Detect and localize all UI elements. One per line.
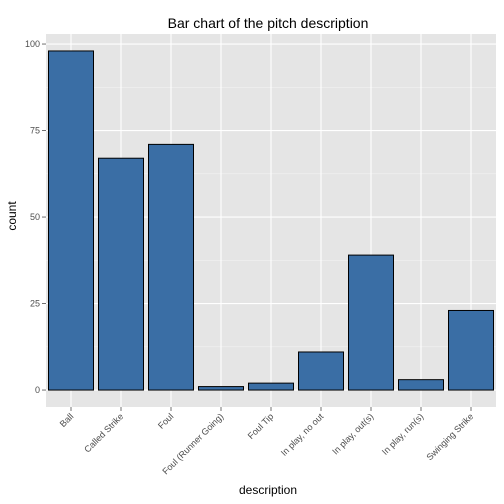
- bar: [348, 254, 394, 391]
- chart-title: Bar chart of the pitch description: [168, 15, 369, 31]
- x-tick-label: Swinging Strike: [424, 411, 475, 462]
- y-tick-label: 25: [30, 299, 40, 309]
- x-tick-label: In play, run(s): [380, 411, 426, 457]
- y-axis: 0 25 50 75 100: [25, 39, 46, 395]
- bars: [48, 50, 494, 391]
- x-tick-label: Foul Tip: [246, 411, 276, 441]
- bar: [298, 351, 344, 391]
- y-tick-label: 100: [25, 39, 40, 49]
- y-tick-label: 50: [30, 212, 40, 222]
- bar: [198, 386, 244, 391]
- y-tick-label: 0: [35, 385, 40, 395]
- x-tick-label: In play, out(s): [330, 411, 375, 456]
- bar: [98, 157, 144, 391]
- x-tick-label: Called Strike: [82, 411, 125, 454]
- bar: [398, 379, 444, 391]
- x-tick-label: In play, no out: [279, 411, 326, 458]
- x-axis-title: description: [239, 483, 297, 497]
- bar: [248, 382, 294, 391]
- y-axis-title: count: [5, 201, 19, 231]
- bar: [148, 143, 194, 391]
- x-tick-label: Foul: [156, 411, 175, 430]
- bar: [448, 309, 494, 391]
- bar: [48, 50, 94, 391]
- x-tick-label: Ball: [58, 411, 76, 429]
- y-tick-label: 75: [30, 126, 40, 136]
